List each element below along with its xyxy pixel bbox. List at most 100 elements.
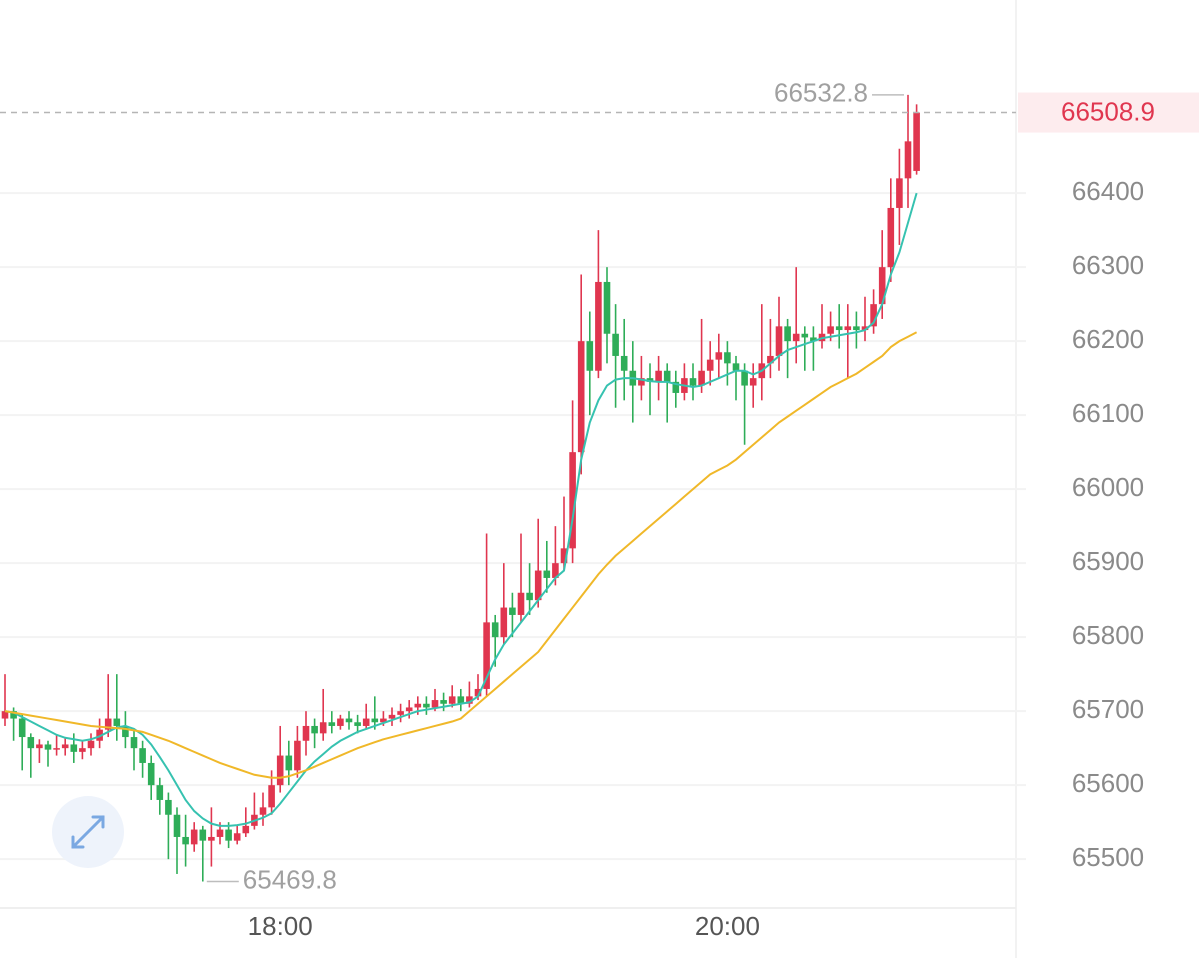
candle-body: [388, 714, 396, 719]
high-label: 66532.8: [774, 78, 868, 108]
candle-body: [526, 592, 533, 601]
candle-body: [577, 341, 585, 453]
candle-body: [655, 370, 662, 382]
candle-body: [706, 359, 714, 371]
candle-body: [70, 744, 78, 752]
candle-body: [130, 737, 138, 749]
candle-body: [560, 548, 568, 564]
candle-body: [147, 762, 155, 786]
candle-body: [835, 326, 843, 331]
candle-body: [767, 355, 774, 364]
candle-body: [311, 725, 318, 734]
candle-body: [663, 370, 671, 382]
candle-body: [887, 207, 895, 268]
y-tick-label: 65800: [1072, 620, 1144, 650]
candle-body: [844, 326, 852, 331]
candle-body: [53, 748, 60, 750]
candle-body: [491, 622, 499, 638]
candle-body: [801, 333, 809, 338]
candle-body: [225, 829, 232, 841]
candle-body: [543, 570, 551, 578]
candle-body: [595, 281, 602, 371]
candle-body: [294, 740, 301, 771]
candle-body: [156, 785, 164, 800]
candle-body: [827, 326, 834, 334]
candle-body: [371, 718, 379, 723]
candle-body: [646, 378, 654, 382]
candle-body: [517, 592, 525, 615]
candle-body: [10, 711, 17, 719]
candle-body: [509, 607, 516, 615]
candle-body: [1, 711, 9, 719]
candle-body: [259, 807, 267, 815]
candle-body: [173, 814, 181, 837]
ma-line: [4, 331, 918, 779]
candle-body: [620, 355, 628, 371]
y-tick-label: 65500: [1072, 842, 1144, 872]
candle-body: [792, 333, 800, 342]
y-tick-label: 66000: [1072, 472, 1144, 502]
grid: [0, 192, 1026, 861]
candle-body: [27, 737, 35, 749]
candle-body: [208, 836, 215, 841]
candle-body: [216, 829, 224, 837]
labels: 65500 65600 65700 65800 65900 66000 66100 66200…: [0, 78, 1199, 941]
candle-body: [474, 688, 482, 697]
candle-body: [870, 304, 877, 327]
candle-body: [810, 337, 817, 342]
candle-body: [397, 711, 404, 715]
y-tick-label: 65600: [1072, 768, 1144, 798]
candle-body: [732, 363, 740, 371]
candle-body: [345, 718, 353, 723]
candle-body: [285, 755, 293, 771]
candle-body: [896, 178, 903, 208]
candle-body: [784, 326, 791, 342]
y-tick-label: 65700: [1072, 694, 1144, 724]
candle-body: [165, 799, 172, 815]
y-tick-label: 66300: [1072, 250, 1144, 280]
ma-lines: [4, 192, 918, 827]
candle-body: [724, 352, 731, 364]
candle-body: [423, 703, 430, 708]
last-price-box: [1018, 92, 1199, 133]
candle-body: [233, 833, 241, 841]
x-tick-label: 18:00: [248, 911, 313, 941]
candle-body: [440, 700, 447, 704]
candle-body: [431, 700, 439, 708]
candle-body: [139, 748, 146, 763]
candle-body: [337, 718, 344, 726]
y-tick-label: 66100: [1072, 398, 1144, 428]
y-tick-label: 66200: [1072, 324, 1144, 354]
candle-body: [775, 326, 783, 356]
y-tick-label: 65900: [1072, 546, 1144, 576]
candle-body: [552, 563, 559, 578]
candle-body: [61, 744, 69, 749]
candle-body: [466, 696, 473, 704]
candle-body: [698, 370, 705, 386]
low-label: 65469.8: [243, 864, 337, 894]
candle-body: [861, 326, 869, 331]
candle-body: [87, 740, 95, 749]
candle-body: [319, 722, 327, 734]
candle-body: [672, 381, 680, 393]
candle-body: [113, 718, 121, 726]
candle-body: [483, 622, 490, 689]
candle-body: [569, 452, 576, 549]
candle-body: [715, 352, 723, 360]
candle-body: [36, 744, 43, 749]
candle-body: [242, 825, 250, 834]
last-price-label: 66508.9: [1061, 96, 1155, 126]
candle-body: [913, 112, 920, 171]
candle-body: [457, 696, 465, 704]
expand-button[interactable]: [52, 796, 124, 868]
candle-body: [405, 707, 413, 712]
candle-body: [354, 722, 361, 726]
candle-body: [586, 341, 594, 371]
ma-line: [4, 192, 918, 827]
candle-body: [749, 378, 757, 386]
candle-body: [904, 141, 912, 179]
candle-body: [268, 785, 275, 808]
candle-body: [612, 333, 619, 356]
x-tick-label: 20:00: [695, 911, 760, 941]
